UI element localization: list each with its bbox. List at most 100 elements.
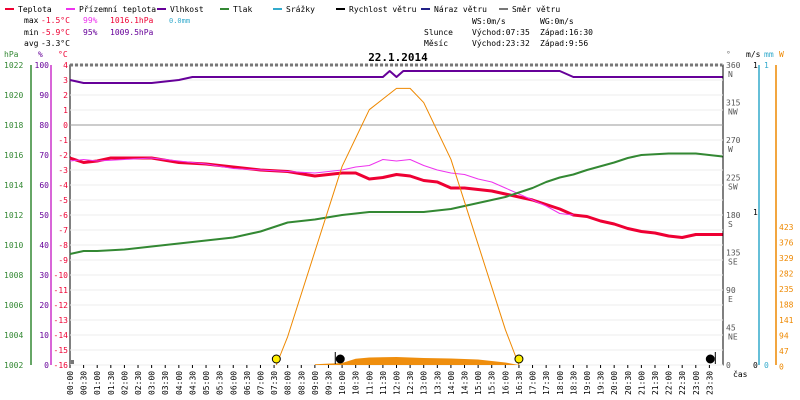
x-tick-label: 15:30 (488, 371, 497, 395)
x-tick-label: 03:30 (161, 371, 170, 395)
x-tick-label: 02:30 (134, 371, 143, 395)
humidity-tick: 80 (39, 121, 49, 130)
x-tick-label: 08:00 (284, 371, 293, 395)
moonrise-marker (705, 354, 715, 364)
x-tick-label: 09:30 (324, 371, 333, 395)
x-tick-label: 12:30 (406, 371, 415, 395)
pressure-tick: 1008 (4, 271, 23, 280)
axis-unit-rain: mm (764, 50, 774, 59)
x-tick-label: 05:00 (202, 371, 211, 395)
temperature-tick: -12 (54, 301, 69, 310)
x-tick-label: 23:00 (692, 371, 701, 395)
legend-label-1: Přízemní teplota (79, 5, 156, 14)
legend-label-3: Tlak (233, 5, 252, 14)
pressure-tick: 1004 (4, 331, 23, 340)
stats-min-hum: 95% (83, 28, 98, 37)
info-sunrise: Východ:07:35 (472, 28, 530, 37)
x-tick-label: 22:30 (678, 371, 687, 395)
stats-max-rain: 0.0mm (169, 17, 190, 25)
x-tick-label: 12:00 (393, 371, 402, 395)
info-moonrise: Východ:23:32 (472, 39, 530, 48)
direction-label: NE (728, 333, 738, 342)
temperature-tick: -11 (54, 286, 69, 295)
x-tick-label: 17:30 (542, 371, 551, 395)
temperature-tick: -15 (54, 346, 69, 355)
x-tick-label: 10:00 (338, 371, 347, 395)
pressure-tick: 1016 (4, 151, 23, 160)
series-line-5 (275, 87, 520, 366)
x-tick-label: 14:00 (447, 371, 456, 395)
sunset-marker (514, 354, 524, 364)
x-tick-label: 01:30 (107, 371, 116, 395)
info-ws: WS:0m/s (472, 17, 506, 26)
direction-tick: 135 (726, 249, 741, 258)
x-tick-label: 13:30 (433, 371, 442, 395)
stats-max-temp: -1.5°C (41, 16, 70, 25)
x-tick-label: 00:30 (80, 371, 89, 395)
humidity-tick: 70 (39, 151, 49, 160)
left-axes: 1022102010181016101410121010100810061004… (4, 61, 68, 370)
direction-label: S (728, 220, 733, 229)
x-tick-label: 19:30 (597, 371, 606, 395)
pressure-tick: 1022 (4, 61, 23, 70)
wind-tick: 1 (753, 61, 758, 70)
temperature-tick: 1 (63, 106, 68, 115)
temperature-tick: -14 (54, 331, 69, 340)
humidity-tick: 30 (39, 271, 49, 280)
legend-label-7: Směr větru (512, 5, 560, 14)
temperature-tick: -9 (58, 256, 68, 265)
wind-tick: 1 (753, 208, 758, 217)
temperature-tick: 2 (63, 91, 68, 100)
x-tick-label: 02:00 (120, 371, 129, 395)
stats-min-temp: -5.9°C (41, 28, 70, 37)
humidity-tick: 90 (39, 91, 49, 100)
x-tick-label: 22:00 (665, 371, 674, 395)
chart-title: 22.1.2014 (368, 51, 428, 64)
stats-block: max -1.5°C 99% 1016.1hPa 0.0mm min -5.9°… (24, 16, 190, 48)
legend-label-0: Teplota (18, 5, 52, 14)
direction-tick: 180 (726, 211, 741, 220)
humidity-tick: 100 (35, 61, 50, 70)
x-tick-label: 14:30 (461, 371, 470, 395)
humidity-tick: 20 (39, 301, 49, 310)
x-tick-label: 21:00 (637, 371, 646, 395)
x-tick-label: 04:30 (188, 371, 197, 395)
x-tick-label: 04:00 (175, 371, 184, 395)
pressure-tick: 1012 (4, 211, 23, 220)
stats-min-press: 1009.5hPa (110, 28, 154, 37)
solar-tick: 235 (779, 285, 794, 294)
solar-tick: 0 (779, 363, 784, 372)
x-tick-label: 06:30 (243, 371, 252, 395)
x-tick-label: 16:00 (501, 371, 510, 395)
sunrise-marker (271, 354, 281, 364)
series-layer (69, 63, 723, 366)
temperature-tick: -4 (58, 181, 68, 190)
temperature-tick: 3 (63, 76, 68, 85)
legend-label-2: Vlhkost (170, 5, 204, 14)
moonset-marker (335, 354, 345, 364)
temperature-tick: -16 (54, 361, 69, 370)
x-tick-label: 16:30 (515, 371, 524, 395)
axis-unit-pressure: hPa (4, 50, 19, 59)
pressure-tick: 1010 (4, 241, 23, 250)
temperature-tick: -8 (58, 241, 68, 250)
x-axis: 00:00 00:30 01:00 01:30 02:00 02:30 03:00 03:30… (66, 365, 714, 395)
grid (70, 64, 723, 366)
x-tick-label: 20:00 (610, 371, 619, 395)
direction-label: NW (728, 108, 738, 117)
x-tick-label: 19:00 (583, 371, 592, 395)
x-tick-label: 13:00 (420, 371, 429, 395)
pressure-tick: 1020 (4, 91, 23, 100)
x-tick-label: 10:30 (352, 371, 361, 395)
humidity-tick: 10 (39, 331, 49, 340)
direction-tick: 225 (726, 174, 741, 183)
series-line-1 (69, 157, 574, 216)
x-tick-label: 17:00 (529, 371, 538, 395)
temperature-tick: 0 (63, 121, 68, 130)
temperature-tick: -1 (58, 136, 68, 145)
legend-label-4: Srážky (286, 5, 315, 14)
temperature-tick: -6 (58, 211, 68, 220)
stats-min-label: min (24, 28, 39, 37)
